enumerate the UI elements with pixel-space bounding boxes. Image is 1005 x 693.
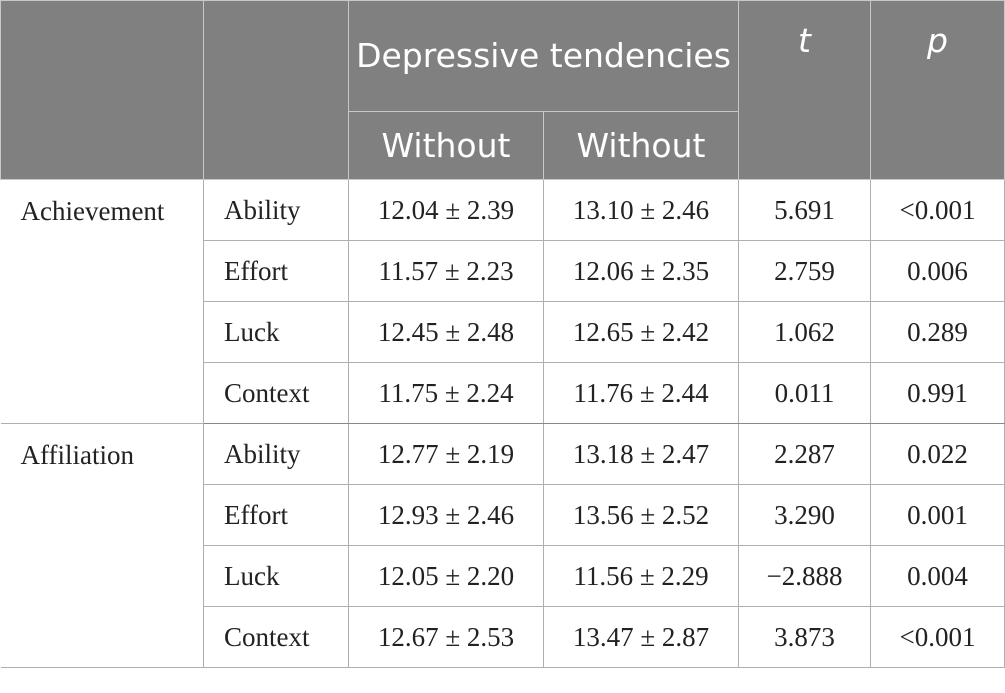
item-label: Effort [203, 484, 349, 546]
header-t: t [738, 0, 871, 180]
table-row: Luck 12.45 ± 2.48 12.65 ± 2.42 1.062 0.2… [1, 301, 1005, 363]
item-label: Context [203, 362, 349, 424]
table-row: Context 11.75 ± 2.24 11.76 ± 2.44 0.011 … [1, 362, 1005, 424]
item-label: Ability [203, 179, 349, 241]
table-row: Effort 12.93 ± 2.46 13.56 ± 2.52 3.290 0… [1, 484, 1005, 546]
table-row: Effort 11.57 ± 2.23 12.06 ± 2.35 2.759 0… [1, 240, 1005, 302]
value-p: 0.991 [870, 362, 1005, 424]
header-group-col [0, 0, 204, 180]
value-p: 0.004 [870, 545, 1005, 607]
item-label: Effort [203, 240, 349, 302]
value-p: <0.001 [870, 179, 1005, 241]
value-without-2: 11.76 ± 2.44 [543, 362, 739, 424]
value-p: 0.001 [870, 484, 1005, 546]
value-without-2: 13.56 ± 2.52 [543, 484, 739, 546]
value-without-2: 12.65 ± 2.42 [543, 301, 739, 363]
value-without-2: 13.10 ± 2.46 [543, 179, 739, 241]
value-without-1: 12.77 ± 2.19 [348, 423, 544, 485]
value-t: 0.011 [738, 362, 871, 424]
value-without-1: 12.45 ± 2.48 [348, 301, 544, 363]
value-t: 3.873 [738, 606, 871, 668]
item-label: Ability [203, 423, 349, 485]
value-without-2: 13.47 ± 2.87 [543, 606, 739, 668]
header-p: p [870, 0, 1005, 180]
value-p: 0.022 [870, 423, 1005, 485]
value-without-2: 11.56 ± 2.29 [543, 545, 739, 607]
header-depressive-tendencies: Depressive tendencies [348, 0, 739, 112]
item-label: Context [203, 606, 349, 668]
results-table: Depressive tendencies t p Without Withou… [0, 0, 1005, 668]
table-row: Luck 12.05 ± 2.20 11.56 ± 2.29 −2.888 0.… [1, 545, 1005, 607]
table-row: Achievement Ability 12.04 ± 2.39 13.10 ±… [0, 179, 1005, 424]
value-without-1: 12.93 ± 2.46 [348, 484, 544, 546]
value-p: <0.001 [870, 606, 1005, 668]
header-without-2: Without [543, 111, 739, 180]
item-label: Luck [203, 301, 349, 363]
value-without-1: 11.75 ± 2.24 [348, 362, 544, 424]
value-t: 2.287 [738, 423, 871, 485]
table-row: Affiliation Ability 12.77 ± 2.19 13.18 ±… [0, 423, 1005, 668]
value-without-2: 12.06 ± 2.35 [543, 240, 739, 302]
table-header: Depressive tendencies t p Without Withou… [0, 0, 1005, 180]
header-without-1: Without [348, 111, 544, 180]
value-p: 0.289 [870, 301, 1005, 363]
group-label-achievement: Achievement [0, 179, 204, 424]
header-row-sub: Without Without [1, 111, 1005, 180]
value-t: −2.888 [738, 545, 871, 607]
value-without-1: 12.05 ± 2.20 [348, 545, 544, 607]
value-without-1: 12.67 ± 2.53 [348, 606, 544, 668]
group-label-affiliation: Affiliation [0, 423, 204, 668]
value-p: 0.006 [870, 240, 1005, 302]
table-body: Achievement Ability 12.04 ± 2.39 13.10 ±… [0, 179, 1005, 668]
value-without-2: 13.18 ± 2.47 [543, 423, 739, 485]
value-t: 1.062 [738, 301, 871, 363]
value-t: 5.691 [738, 179, 871, 241]
header-row-top: Depressive tendencies t p [0, 0, 1005, 180]
value-without-1: 12.04 ± 2.39 [348, 179, 544, 241]
header-item-col [203, 0, 349, 180]
value-t: 3.290 [738, 484, 871, 546]
item-label: Luck [203, 545, 349, 607]
value-without-1: 11.57 ± 2.23 [348, 240, 544, 302]
value-t: 2.759 [738, 240, 871, 302]
table-row: Context 12.67 ± 2.53 13.47 ± 2.87 3.873 … [1, 606, 1005, 668]
